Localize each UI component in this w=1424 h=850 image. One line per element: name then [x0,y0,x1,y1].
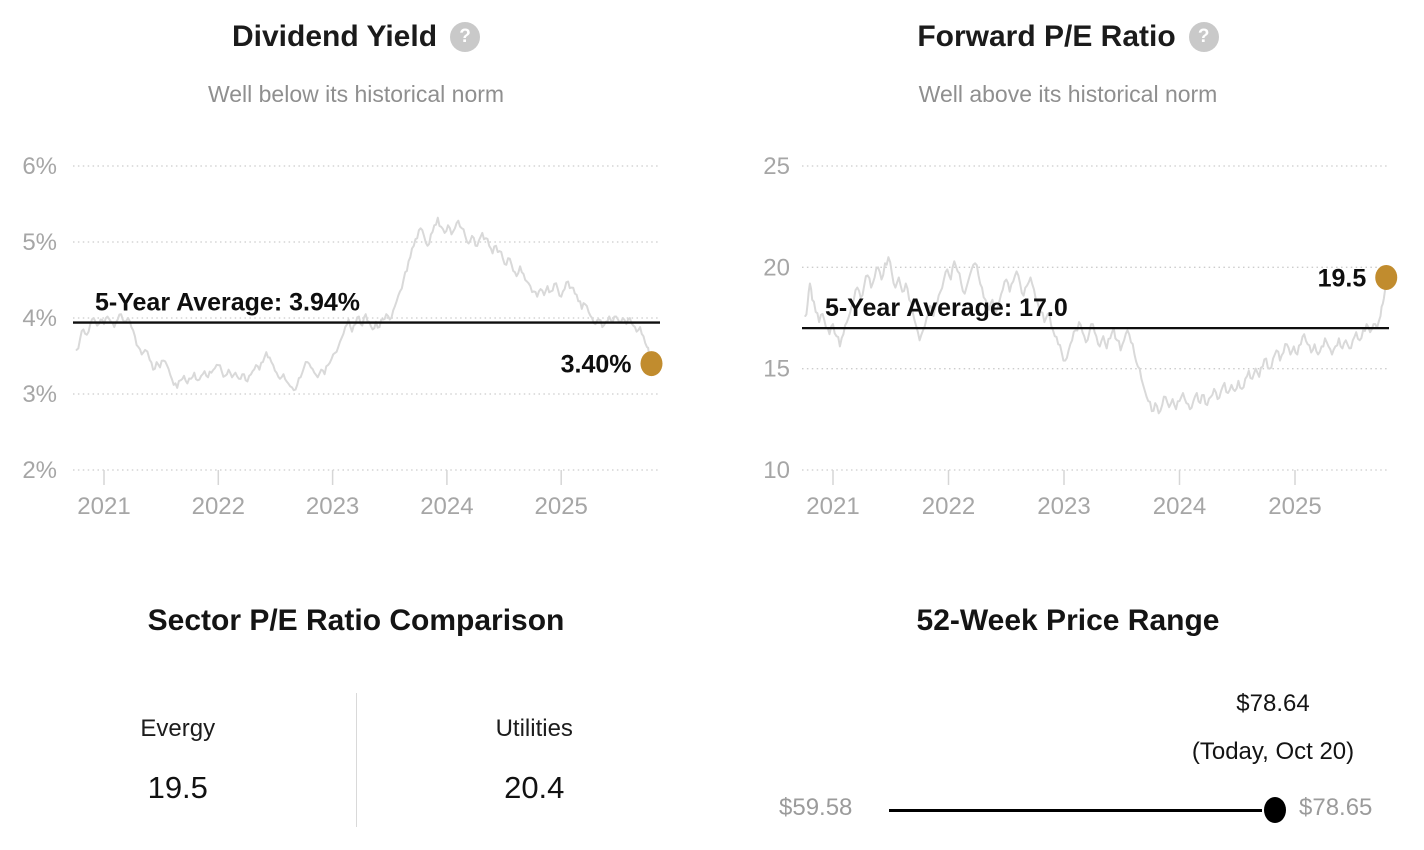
svg-text:3.40%: 3.40% [561,351,632,379]
dividend-yield-title: Dividend Yield [231,20,438,53]
current-price-note: (Today, Oct 20) [1191,738,1355,765]
current-price-label: $78.64 [1236,690,1310,717]
dividend-yield-header: Dividend Yield ? [0,20,712,53]
svg-text:4%: 4% [22,305,57,332]
svg-text:2025: 2025 [535,493,588,520]
utilities-pe-column: Utilities 20.4 [357,690,713,830]
svg-text:3%: 3% [22,381,57,408]
svg-text:20: 20 [763,254,790,281]
svg-text:19.5: 19.5 [1318,264,1367,292]
utilities-pe-value: 20.4 [504,770,565,805]
svg-text:2021: 2021 [77,493,130,520]
svg-text:5%: 5% [22,229,57,256]
forward-pe-chart: 25 20 15 10 2021 2022 2023 2024 2025 5-Year Avera… [763,153,1398,520]
forward-pe-title: Forward P/E Ratio [917,20,1176,53]
svg-text:2021: 2021 [806,493,859,520]
vertical-divider [355,693,357,827]
range-high-label: $78.65 [1299,794,1373,821]
svg-text:2024: 2024 [1153,493,1206,520]
current-price-dot [1264,797,1286,823]
svg-text:5-Year Average: 3.94%: 5-Year Average: 3.94% [95,289,360,317]
sector-pe-comparison-panel: Sector P/E Ratio Comparison Evergy 19.5 … [0,560,712,850]
evergy-pe-value: 19.5 [147,770,208,805]
range-low-label: $59.58 [779,794,853,821]
evergy-pe-column: Evergy 19.5 [0,690,356,830]
price-range-panel: 52-Week Price Range $78.64 (Today, Oct 2… [712,560,1424,850]
sector-comparison-title: Sector P/E Ratio Comparison [147,604,565,637]
svg-text:25: 25 [763,153,790,180]
svg-text:2025: 2025 [1268,493,1321,520]
question-mark-icon[interactable]: ? [1188,21,1219,52]
svg-text:5-Year Average: 17.0: 5-Year Average: 17.0 [825,294,1068,322]
dividend-yield-subtitle: Well below its historical norm [207,81,505,107]
sector-comparison-row: Evergy 19.5 Utilities 20.4 [0,690,712,830]
svg-text:2022: 2022 [922,493,975,520]
svg-text:6%: 6% [22,153,57,180]
svg-text:2022: 2022 [192,493,245,520]
question-mark-icon[interactable]: ? [450,21,481,52]
svg-text:15: 15 [763,356,790,383]
utilities-label: Utilities [495,715,573,742]
svg-text:2%: 2% [22,457,57,484]
svg-text:10: 10 [763,457,790,484]
svg-text:2023: 2023 [306,493,359,520]
forward-pe-header: Forward P/E Ratio ? [712,20,1424,53]
forward-pe-subtitle: Well above its historical norm [918,81,1218,107]
price-range-track [889,809,1262,812]
evergy-label: Evergy [140,715,216,742]
dividend-yield-chart: 6% 5% 4% 3% 2% 2021 2022 2023 2024 2025 5-Year Ave… [22,153,663,520]
dividend-yield-panel: Dividend Yield ? Well below its historic… [0,0,712,560]
svg-text:2023: 2023 [1037,493,1090,520]
svg-text:2024: 2024 [420,493,473,520]
forward-pe-panel: Forward P/E Ratio ? Well above its histo… [712,0,1424,560]
price-range-title: 52-Week Price Range [916,604,1220,637]
